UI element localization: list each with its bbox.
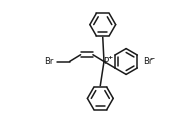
Text: −: − <box>150 55 155 60</box>
Text: P: P <box>103 57 108 66</box>
Text: Br: Br <box>144 57 153 66</box>
Text: Br: Br <box>44 57 53 66</box>
Text: +: + <box>107 55 112 60</box>
